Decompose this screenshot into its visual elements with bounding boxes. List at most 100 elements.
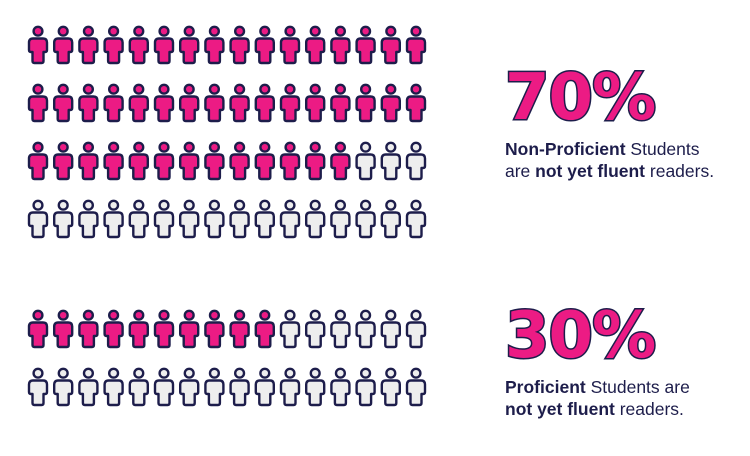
person-icon-filled xyxy=(305,141,326,181)
person-icon-empty xyxy=(330,309,351,349)
person-icon-empty xyxy=(355,367,376,407)
person-icon-filled xyxy=(254,25,276,65)
person-icon-empty xyxy=(229,367,250,407)
person-icon-empty xyxy=(229,199,250,239)
person-icon-filled xyxy=(53,309,74,349)
pictogram-svg-proficient xyxy=(27,309,427,407)
person-icon-filled xyxy=(103,141,124,181)
person-icon-filled xyxy=(153,141,175,181)
person-icon-empty xyxy=(405,199,427,239)
person-icon-filled xyxy=(128,83,150,123)
caption-text: readers. xyxy=(614,399,684,419)
caption-proficient: Proficient Students are not yet fluent r… xyxy=(505,376,745,420)
person-icon-filled xyxy=(279,141,301,181)
person-icon-filled xyxy=(305,83,326,123)
person-icon-empty xyxy=(405,309,427,349)
person-icon-empty xyxy=(103,367,124,407)
person-icon-filled xyxy=(178,141,200,181)
pictogram-svg-non-proficient xyxy=(27,25,427,239)
person-icon-empty xyxy=(103,199,124,239)
person-icon-filled xyxy=(178,25,200,65)
person-icon-filled xyxy=(153,25,175,65)
person-icon-empty xyxy=(27,199,49,239)
person-icon-empty xyxy=(380,367,401,407)
stat-proficient: 30% Proficient Students are not yet flue… xyxy=(504,299,745,420)
person-icon-filled xyxy=(103,309,124,349)
person-icon-filled xyxy=(254,83,276,123)
person-icon-filled xyxy=(204,25,225,65)
person-icon-filled xyxy=(330,141,351,181)
percent-label-non-proficient: 70% xyxy=(504,61,658,135)
person-icon-filled xyxy=(229,141,250,181)
person-icon-filled xyxy=(178,309,200,349)
person-icon-filled xyxy=(330,83,351,123)
pictogram-non-proficient xyxy=(26,24,428,240)
person-icon-empty xyxy=(305,367,326,407)
person-icon-empty xyxy=(53,367,74,407)
person-icon-empty xyxy=(279,367,301,407)
person-icon-filled xyxy=(305,25,326,65)
person-icon-filled xyxy=(254,309,276,349)
person-icon-filled xyxy=(229,83,250,123)
person-icon-filled xyxy=(53,25,74,65)
person-icon-empty xyxy=(254,199,276,239)
person-icon-empty xyxy=(330,199,351,239)
person-icon-empty xyxy=(380,199,401,239)
person-icon-filled xyxy=(204,141,225,181)
person-icon-filled xyxy=(380,83,401,123)
person-icon-filled xyxy=(279,25,301,65)
person-icon-empty xyxy=(380,141,401,181)
caption-text: Students are xyxy=(585,377,690,397)
person-icon-filled xyxy=(405,83,427,123)
person-icon-empty xyxy=(305,309,326,349)
person-icon-empty xyxy=(178,199,200,239)
person-icon-filled xyxy=(279,83,301,123)
person-icon-empty xyxy=(178,367,200,407)
person-icon-filled xyxy=(128,309,150,349)
person-icon-empty xyxy=(204,199,225,239)
person-icon-filled xyxy=(103,83,124,123)
caption-bold-group: Proficient xyxy=(505,377,586,397)
person-icon-filled xyxy=(405,25,427,65)
person-icon-empty xyxy=(153,367,175,407)
person-icon-empty xyxy=(27,367,49,407)
person-icon-empty xyxy=(153,199,175,239)
person-icon-filled xyxy=(53,83,74,123)
person-icon-filled xyxy=(355,25,376,65)
caption-bold-phrase: not yet fluent xyxy=(535,161,646,181)
person-icon-filled xyxy=(78,309,99,349)
person-icon-empty xyxy=(128,367,150,407)
person-icon-empty xyxy=(204,367,225,407)
person-icon-filled xyxy=(204,309,225,349)
person-icon-filled xyxy=(103,25,124,65)
person-icon-empty xyxy=(128,199,150,239)
stat-non-proficient: 70% Non-Proficient Students are not yet … xyxy=(504,61,745,182)
person-icon-empty xyxy=(279,199,301,239)
person-icon-empty xyxy=(380,309,401,349)
person-icon-filled xyxy=(78,141,99,181)
person-icon-filled xyxy=(380,25,401,65)
caption-text: readers. xyxy=(645,161,715,181)
person-icon-empty xyxy=(405,141,427,181)
person-icon-filled xyxy=(78,83,99,123)
caption-text: are xyxy=(505,161,536,181)
person-icon-filled xyxy=(78,25,99,65)
person-icon-empty xyxy=(330,367,351,407)
caption-non-proficient: Non-Proficient Students are not yet flue… xyxy=(505,138,745,182)
person-icon-filled xyxy=(229,309,250,349)
person-icon-empty xyxy=(78,367,99,407)
person-icon-filled xyxy=(153,309,175,349)
person-icon-filled xyxy=(153,83,175,123)
person-icon-filled xyxy=(128,141,150,181)
percent-label-proficient: 30% xyxy=(504,299,658,373)
person-icon-empty xyxy=(305,199,326,239)
person-icon-filled xyxy=(27,309,49,349)
person-icon-empty xyxy=(53,199,74,239)
caption-bold-group: Non-Proficient xyxy=(505,139,626,159)
person-icon-filled xyxy=(178,83,200,123)
person-icon-empty xyxy=(355,309,376,349)
person-icon-empty xyxy=(355,141,376,181)
person-icon-filled xyxy=(27,141,49,181)
person-icon-filled xyxy=(128,25,150,65)
person-icon-empty xyxy=(355,199,376,239)
